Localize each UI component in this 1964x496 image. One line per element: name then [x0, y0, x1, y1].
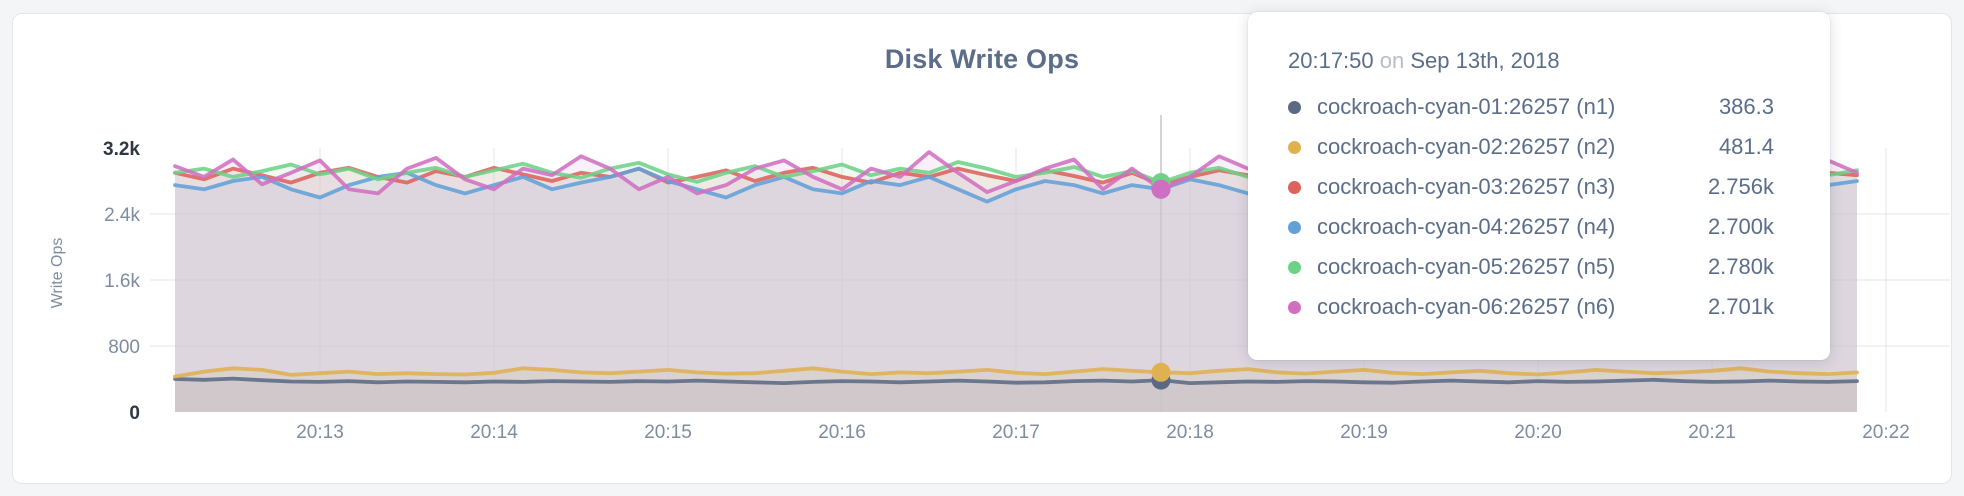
hover-dot-6: [1151, 179, 1171, 199]
x-tick-label: 20:13: [296, 422, 344, 443]
y-tick-label: 800: [108, 337, 140, 358]
tooltip-series-row: cockroach-cyan-02:26257 (n2) 481.4: [1288, 127, 1774, 167]
hover-dots: [1151, 173, 1171, 390]
y-tick-label: 3.2k: [103, 139, 140, 160]
series-name: cockroach-cyan-06:26257 (n6): [1317, 294, 1616, 319]
series-name: cockroach-cyan-03:26257 (n3): [1317, 174, 1616, 199]
series-color-dot-icon: [1288, 260, 1301, 274]
series-value: 2.701k: [1707, 294, 1774, 319]
tooltip-date: Sep 13th, 2018: [1410, 48, 1560, 73]
x-tick-label: 20:16: [818, 422, 866, 443]
x-tick-label: 20:22: [1862, 422, 1910, 443]
y-tick-label: 1.6k: [104, 271, 140, 292]
series-name: cockroach-cyan-02:26257 (n2): [1317, 134, 1616, 159]
tooltip-series-row: cockroach-cyan-04:26257 (n4) 2.700k: [1288, 207, 1774, 247]
x-tick-label: 20:21: [1688, 422, 1736, 443]
series-color-dot-icon: [1288, 100, 1301, 114]
series-line-1[interactable]: [173, 376, 1859, 385]
series-name: cockroach-cyan-05:26257 (n5): [1317, 254, 1616, 279]
tooltip-series-row: cockroach-cyan-03:26257 (n3) 2.756k: [1288, 167, 1774, 207]
series-color-dot-icon: [1288, 180, 1301, 194]
tooltip-on-word: on: [1379, 48, 1405, 73]
series-value: 2.700k: [1707, 214, 1774, 239]
y-tick-label: 0: [129, 403, 140, 424]
chart-title: Disk Write Ops: [884, 44, 1080, 74]
tooltip-series-row: cockroach-cyan-06:26257 (n6) 2.701k: [1288, 287, 1774, 327]
x-tick-label: 20:18: [1166, 422, 1214, 443]
tooltip-rows: cockroach-cyan-01:26257 (n1) 386.3 cockroa…: [1288, 87, 1774, 327]
series-name: cockroach-cyan-01:26257 (n1): [1317, 94, 1616, 119]
x-tick-label: 20:20: [1514, 422, 1562, 443]
series-value: 2.756k: [1707, 174, 1774, 199]
series-value: 2.780k: [1707, 254, 1774, 279]
tooltip-series-row: cockroach-cyan-01:26257 (n1) 386.3: [1288, 87, 1774, 127]
series-line-2[interactable]: [173, 366, 1859, 379]
x-tick-label: 20:15: [644, 422, 692, 443]
series-color-dot-icon: [1288, 220, 1301, 234]
series-value: 481.4: [1718, 134, 1774, 159]
series-value: 386.3: [1718, 94, 1774, 119]
hover-tooltip: 20:17:50 on Sep 13th, 2018 cockroach-cya…: [1248, 12, 1830, 360]
series-color-dot-icon: [1288, 140, 1301, 154]
tooltip-series-row: cockroach-cyan-05:26257 (n5) 2.780k: [1288, 247, 1774, 287]
y-tick-label: 2.4k: [104, 205, 140, 226]
series-color-dot-icon: [1288, 300, 1301, 314]
x-tick-label: 20:19: [1340, 422, 1388, 443]
x-tick-label: 20:14: [470, 422, 518, 443]
series-name: cockroach-cyan-04:26257 (n4): [1317, 214, 1616, 239]
axis-labels: 0 800 1.6k 2.4k 3.2k 20:13 20:14 20:15 20:16 20:1…: [103, 139, 1910, 443]
hover-dot-2: [1151, 362, 1171, 382]
tooltip-header: 20:17:50 on Sep 13th, 2018: [1288, 48, 1774, 74]
tooltip-time: 20:17:50: [1288, 48, 1374, 73]
x-tick-label: 20:17: [992, 422, 1040, 443]
